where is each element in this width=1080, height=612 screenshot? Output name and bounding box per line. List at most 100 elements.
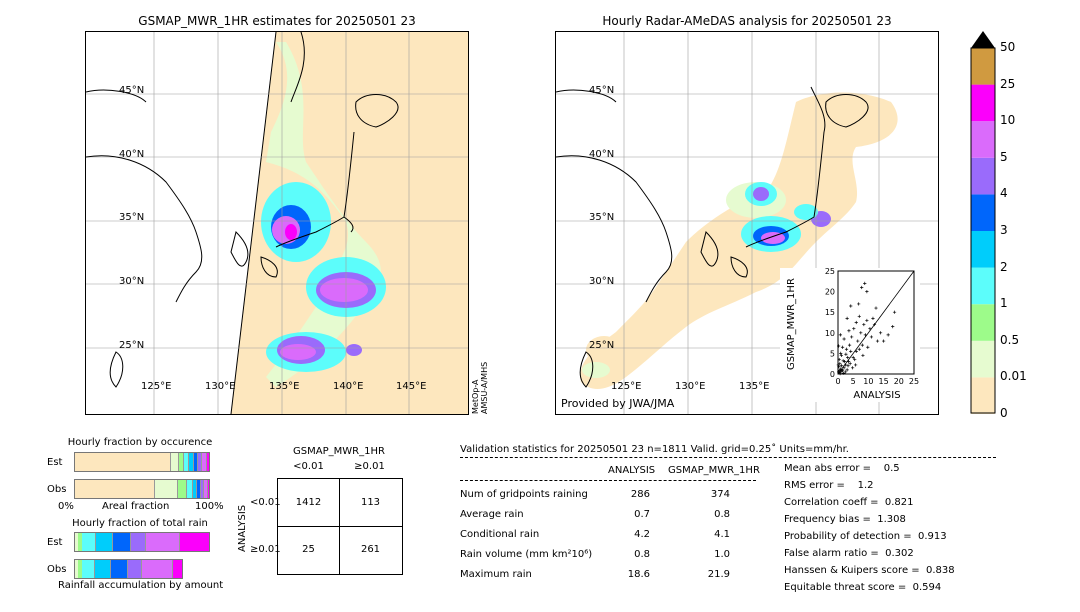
scatter-point	[842, 337, 846, 341]
scatter-point	[845, 368, 849, 372]
scatter-point	[886, 333, 890, 337]
scatter-diagonal	[837, 270, 915, 375]
cell-a: 1412	[295, 497, 322, 508]
scatter-point	[838, 333, 843, 337]
scatter-point	[837, 357, 841, 362]
stat-gsmap-4: 21.9	[707, 569, 730, 580]
scatter-point	[847, 360, 851, 364]
colorbar-canvas	[970, 31, 996, 414]
colorbar-segment	[971, 267, 995, 305]
scatter-point	[846, 355, 850, 360]
scatter-plot: 00 5 5 10 10 15 15 20 20 25 25	[825, 267, 919, 386]
cell-d: 261	[360, 544, 381, 555]
score-7: Equitable threat score = 0.594	[784, 582, 942, 593]
right-lon-135: 135°E	[739, 381, 770, 392]
contingency-row-axis-box: ANALYSIS	[237, 478, 251, 574]
scatter-point	[854, 363, 858, 367]
stat-analysis-2: 4.2	[634, 529, 650, 540]
left-lon-125: 125°E	[141, 381, 172, 392]
scatter-ytick: 20	[825, 288, 835, 297]
scatter-point	[866, 345, 870, 349]
right-lat-40: 40°N	[589, 149, 615, 160]
colorbar-segment	[971, 157, 995, 195]
scatter-point	[840, 367, 844, 372]
occurrence-title: Hourly fraction by occurence	[67, 437, 213, 448]
scatter-point	[840, 364, 844, 368]
occurrence-row-obs: Obs	[47, 484, 67, 495]
left-map	[85, 31, 469, 415]
scatter-point	[854, 320, 858, 325]
scatter-point	[860, 343, 864, 347]
stat-gsmap-0: 374	[710, 489, 730, 500]
scatter-point	[875, 339, 880, 343]
scatter-frame	[837, 270, 915, 375]
total-rain-title: Hourly fraction of total rain	[72, 518, 208, 529]
left-lon-145: 145°E	[396, 381, 427, 392]
scatter-point	[872, 322, 877, 327]
stat-analysis-1: 0.7	[634, 509, 650, 520]
scatter-point	[863, 333, 867, 337]
contingency-row-lt: <0.01	[250, 497, 281, 508]
score-5: False alarm ratio = 0.302	[784, 548, 914, 559]
scatter-xtick: 5	[851, 377, 856, 386]
scatter-point	[849, 304, 853, 308]
colorbar-tick-label: 0.01	[1000, 369, 1027, 384]
contingency-col-ge: ≥0.01	[354, 461, 385, 472]
scatter-point	[850, 335, 854, 339]
scatter-point	[838, 371, 842, 376]
colorbar-tick-label: 1	[1000, 296, 1008, 311]
stat-gsmap-1: 0.8	[714, 509, 730, 520]
stat-label-3: Rain volume (mm km²10⁶)	[460, 549, 593, 560]
contingency-title: GSMAP_MWR_1HR	[293, 446, 385, 457]
scatter-point	[857, 347, 861, 351]
scatter-point	[861, 353, 865, 358]
occurrence-row-est: Est	[47, 457, 63, 468]
colorbar-frame	[970, 47, 996, 414]
occurrence-bar-est	[74, 452, 210, 472]
score-0: Mean abs error = 0.5	[784, 463, 900, 474]
colorbar-segment	[971, 304, 995, 341]
scatter-point	[865, 318, 869, 323]
scatter-ytick: 25	[825, 268, 835, 276]
scatter-point	[841, 359, 845, 363]
scatter-point	[839, 351, 843, 355]
colorbar-extend-arrow	[971, 31, 995, 48]
right-lat-45: 45°N	[589, 85, 615, 96]
scatter-point	[853, 357, 857, 362]
scatter-xtick: 15	[879, 377, 889, 386]
scatter-point	[842, 366, 846, 370]
score-6: Hanssen & Kuipers score = 0.838	[784, 565, 955, 576]
scatter-point	[892, 310, 897, 314]
colorbar-segment	[971, 48, 995, 85]
occurrence-axis-right: 100%	[195, 501, 224, 512]
scatter-point	[839, 353, 843, 358]
left-lat-30: 30°N	[119, 276, 145, 287]
scatter-point	[852, 327, 856, 331]
right-map-title: Hourly Radar-AMeDAS analysis for 2025050…	[602, 14, 892, 28]
scatter-point	[846, 364, 850, 368]
scatter-ytick: 5	[830, 349, 835, 358]
validation-col-gsmap: GSMAP_MWR_1HR	[668, 465, 760, 476]
stat-gsmap-2: 4.1	[714, 529, 730, 540]
stat-label-1: Average rain	[460, 509, 524, 520]
contingency-table: 1412 113 25 261	[277, 478, 403, 575]
colorbar-tick-label: 3	[1000, 223, 1008, 237]
colorbar-tick-label: 2	[1000, 259, 1008, 274]
validation-divider-mid	[460, 480, 756, 481]
scatter-point	[854, 349, 858, 353]
score-2: Correlation coeff = 0.821	[784, 497, 914, 508]
scatter-point	[843, 370, 847, 374]
scatter-point	[869, 335, 874, 339]
scatter-xtick: 0	[835, 377, 840, 386]
scatter-point	[844, 347, 849, 351]
scatter-point	[874, 306, 878, 310]
scatter-point	[871, 316, 875, 320]
scatter-point	[837, 344, 841, 348]
total-rain-bar-est	[74, 532, 210, 552]
sensor-note: MetOp-A AMSU-A/MHS	[471, 361, 489, 414]
scatter-point	[882, 339, 886, 343]
left-lat-45: 45°N	[119, 85, 145, 96]
scatter-point	[837, 364, 841, 369]
scatter-xlabel: ANALYSIS	[853, 390, 901, 401]
colorbar-segment	[971, 340, 995, 378]
